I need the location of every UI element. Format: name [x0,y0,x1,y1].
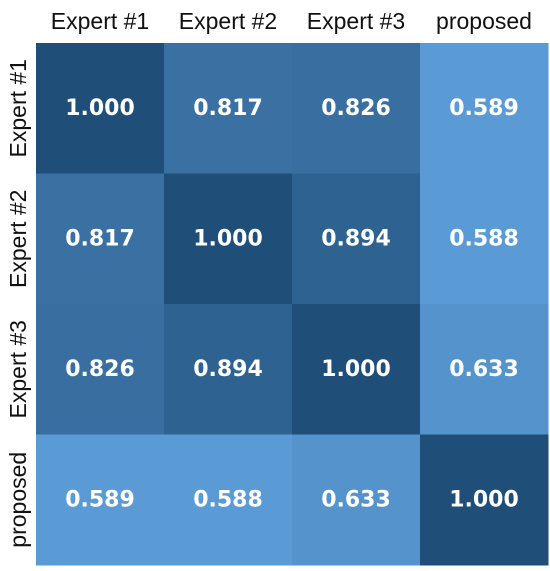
heatmap-cell-value: 0.633 [321,487,391,512]
heatmap-cell-value: 0.826 [65,357,135,382]
heatmap-cell-value: 0.633 [449,357,519,382]
heatmap-cell-value: 0.588 [449,226,519,251]
heatmap-cell [292,43,421,174]
column-label: proposed [436,8,532,34]
heatmap-cell [36,434,165,566]
column-labels: Expert #1 Expert #2 Expert #3 proposed [51,8,532,34]
heatmap-cell [36,43,165,174]
row-label: proposed [5,452,31,548]
heatmap-cell-value: 0.817 [65,226,135,251]
heatmap-cell [420,43,549,174]
heatmap-cell-value: 1.000 [449,487,519,512]
heatmap-cell-value: 0.826 [321,96,391,121]
heatmap-cell-value: 1.000 [65,96,135,121]
heatmap-cell [420,173,549,305]
row-label: Expert #3 [5,320,31,418]
heatmap-cell [164,173,293,305]
heatmap-cell [164,434,293,566]
heatmap-cell-value: 0.589 [65,487,135,512]
heatmap-cell-value: 0.894 [321,226,391,251]
heatmap-cell [420,434,549,566]
row-label: Expert #1 [5,59,31,157]
heatmap-cell-value: 1.000 [193,226,263,251]
heatmap-cell-value: 1.000 [321,357,391,382]
heatmap-cell-value: 0.589 [449,96,519,121]
column-label: Expert #3 [307,8,405,34]
heatmap-cell-value: 0.817 [193,96,263,121]
heatmap-cells [36,43,549,566]
heatmap-cell [164,43,293,174]
column-label: Expert #1 [51,8,149,34]
heatmap-cell [164,304,293,435]
heatmap-cell [292,434,421,566]
heatmap-cell [292,304,421,435]
heatmap-cell [36,173,165,305]
heatmap-cell [36,304,165,435]
heatmap-cell-labels: 1.000 0.817 0.826 0.589 0.817 1.000 0.894 0.588… [65,96,519,513]
row-labels: Expert #1 Expert #2 Expert #3 proposed [5,59,31,548]
row-label: Expert #2 [5,190,31,288]
heatmap-cell-value: 0.894 [193,357,263,382]
heatmap-cell [292,173,421,305]
heatmap-cell [420,304,549,435]
heatmap-cell-value: 0.588 [193,487,263,512]
column-label: Expert #2 [179,8,277,34]
